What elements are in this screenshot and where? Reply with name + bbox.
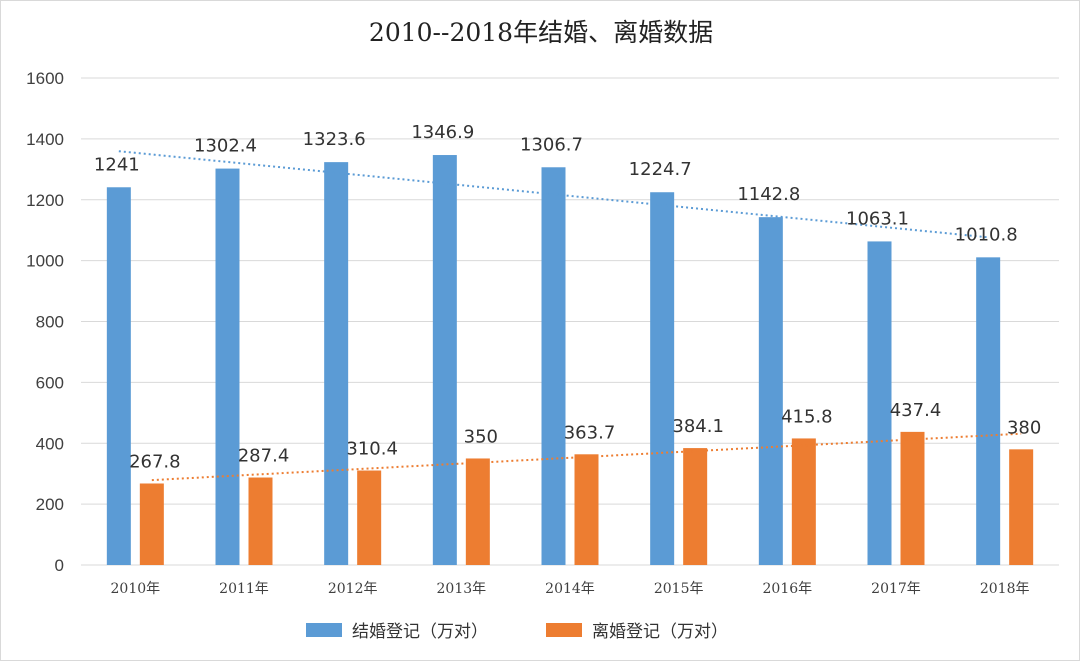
- marriage-data-label: 1241: [94, 154, 140, 175]
- divorce-data-label: 437.4: [890, 400, 942, 421]
- divorce-bar: [683, 448, 708, 565]
- divorce-data-label: 384.1: [672, 416, 724, 437]
- x-tick-label: 2010年: [111, 581, 161, 597]
- divorce-data-label: 287.4: [238, 446, 290, 467]
- y-tick-label: 1200: [26, 191, 64, 210]
- y-tick-label: 0: [55, 556, 64, 575]
- x-axis-ticks: 2010年 2011年 2012年 2013年 2014年 2015年 2016年 2017年…: [111, 581, 1030, 597]
- y-tick-label: 200: [36, 495, 64, 514]
- y-tick-label: 1600: [26, 69, 64, 88]
- x-tick-label: 2011年: [219, 581, 269, 597]
- divorce-bar: [139, 483, 164, 565]
- marriage-bar: [976, 257, 1001, 565]
- divorce-bar: [1009, 449, 1034, 565]
- divorce-data-label: 310.4: [346, 439, 398, 460]
- divorce-data-label: 363.7: [564, 422, 616, 443]
- marriage-data-label: 1224.7: [629, 159, 692, 180]
- x-tick-label: 2013年: [437, 581, 487, 597]
- divorce-data-label: 350: [464, 426, 498, 447]
- y-tick-label: 800: [36, 313, 64, 332]
- marriage-data-label: 1302.4: [194, 136, 257, 157]
- marriage-bar: [650, 192, 675, 565]
- x-tick-label: 2017年: [871, 581, 921, 597]
- legend-label-divorce: 离婚登记（万对）: [592, 622, 728, 642]
- legend-swatch-marriage: [306, 623, 342, 637]
- divorce-bar: [900, 431, 925, 565]
- x-tick-label: 2015年: [654, 581, 704, 597]
- marriage-bar: [432, 155, 457, 566]
- marriage-data-label: 1306.7: [520, 134, 583, 155]
- x-tick-label: 2018年: [980, 581, 1030, 597]
- x-tick-label: 2012年: [328, 581, 378, 597]
- y-tick-label: 1400: [26, 130, 64, 149]
- marriage-data-label: 1346.9: [411, 122, 474, 143]
- marriage-bar: [541, 167, 566, 565]
- marriage-data-label: 1142.8: [737, 184, 800, 205]
- divorce-bar: [574, 454, 599, 565]
- divorce-trendline: [151, 432, 1022, 482]
- y-tick-label: 400: [36, 434, 64, 453]
- divorce-data-label: 415.8: [781, 406, 833, 427]
- data-labels: 1241 1302.4 1323.6 1346.9 1306.7 1224.7 1142.8…: [94, 122, 1041, 472]
- gridlines: [81, 77, 1059, 566]
- divorce-bar: [357, 470, 382, 565]
- divorce-bar: [465, 458, 490, 565]
- y-axis-ticks: 0 200 400 600 800 1000 1200 1400 1600: [26, 69, 64, 575]
- trendlines: [118, 150, 1022, 482]
- x-tick-label: 2016年: [763, 581, 813, 597]
- y-tick-label: 600: [36, 373, 64, 392]
- marriage-bar: [324, 162, 349, 565]
- marriage-bar: [215, 168, 240, 565]
- marriage-bar: [758, 217, 783, 565]
- bars: [106, 155, 1034, 566]
- divorce-data-label: 380: [1007, 417, 1041, 438]
- legend-swatch-divorce: [546, 623, 582, 637]
- marriage-trendline: [118, 150, 989, 239]
- marriage-bar: [106, 187, 131, 565]
- marriage-bar: [867, 241, 892, 565]
- y-tick-label: 1000: [26, 252, 64, 271]
- marriage-data-label: 1010.8: [955, 224, 1018, 245]
- marriage-data-label: 1063.1: [846, 208, 909, 229]
- divorce-bar: [791, 438, 816, 565]
- x-tick-label: 2014年: [545, 581, 595, 597]
- legend: 结婚登记（万对） 离婚登记（万对）: [306, 622, 728, 642]
- divorce-bar: [248, 477, 273, 565]
- chart-title: 2010--2018年结婚、离婚数据: [369, 18, 713, 47]
- legend-label-marriage: 结婚登记（万对）: [352, 622, 488, 642]
- marriage-data-label: 1323.6: [303, 129, 366, 150]
- divorce-data-label: 267.8: [129, 451, 181, 472]
